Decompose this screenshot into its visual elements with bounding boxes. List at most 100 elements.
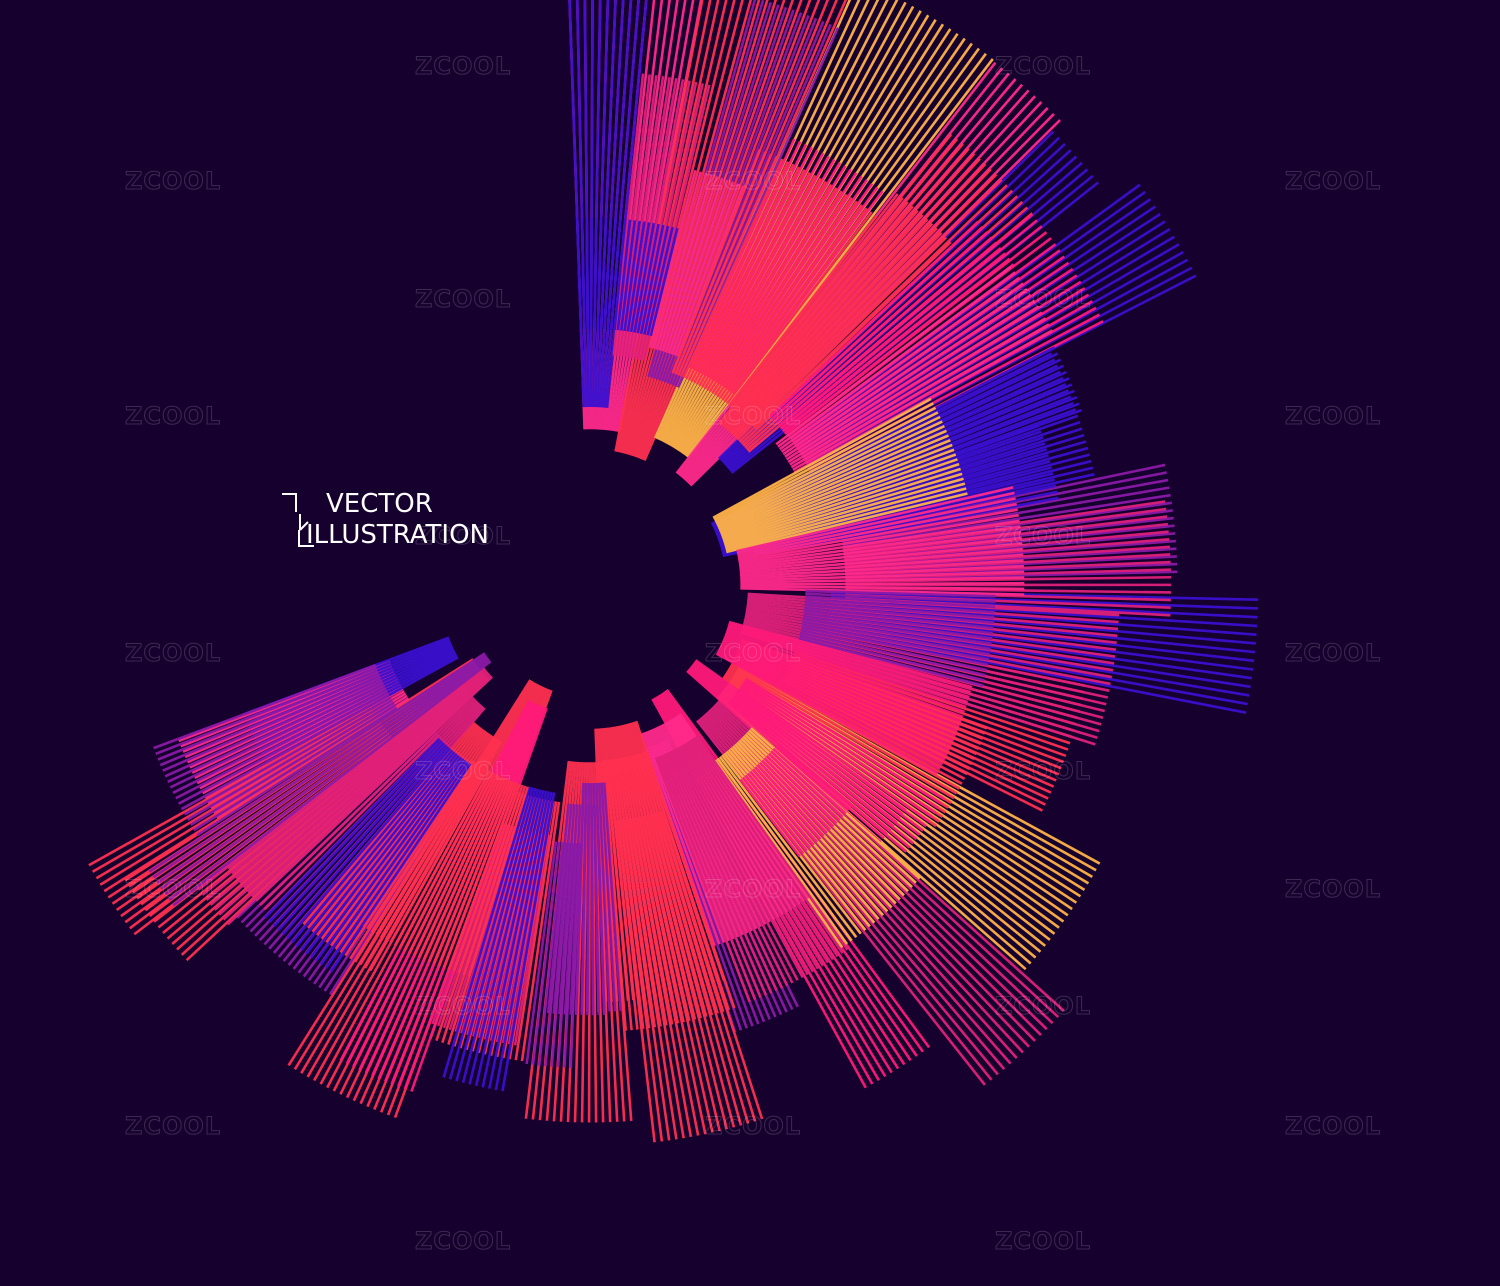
ray [740,585,1025,591]
ray [722,462,960,543]
ray [716,650,941,771]
radial-fan [88,0,1259,1143]
ray [673,183,740,356]
ray [652,171,702,349]
ray [804,606,994,630]
ray [674,151,767,375]
ray [501,792,556,1092]
ray [784,293,1032,458]
ray [408,773,499,954]
ray [427,778,509,963]
watermark: ZCOOL [125,167,221,195]
ray [723,637,958,733]
ray [800,628,987,672]
ray [629,755,697,1020]
ray [583,0,590,408]
ray [398,771,494,949]
ray [713,165,847,382]
ray [607,0,664,431]
ray [316,725,481,937]
ray [580,783,588,1012]
ray [724,633,962,723]
ray [629,222,651,333]
watermark: ZCOOL [415,992,511,1020]
ray [457,784,524,974]
ray [713,193,848,396]
ray [568,0,586,408]
ray [728,186,879,393]
ray [148,652,486,873]
ray [643,225,670,335]
ray [782,288,1028,456]
ray [642,84,711,361]
ray [723,207,868,403]
ray [205,669,488,901]
ray [552,803,573,1014]
ray [745,222,934,421]
ray [732,695,918,841]
ray [598,0,625,408]
ray [213,671,490,911]
ray [731,661,961,790]
ray [754,766,822,840]
ray [803,612,993,640]
ray [468,789,542,1085]
ray [715,411,939,524]
ray [648,170,697,349]
ray [616,758,662,1027]
ray [726,211,873,405]
watermark: ZCOOL [995,992,1091,1020]
ray [88,705,373,867]
ray [695,171,811,385]
ray [455,787,537,1082]
ray [724,472,963,547]
ray [726,628,967,709]
ray [716,757,853,942]
watermark: ZCOOL [1285,1112,1381,1140]
ray [320,727,483,940]
ray [717,425,945,529]
ray [775,236,993,425]
ray [685,741,825,967]
ray [710,162,841,380]
ray [306,722,478,929]
ray [186,699,393,821]
ray [731,197,904,409]
ray [616,0,712,453]
ray [550,842,571,1067]
ray [726,626,969,704]
watermarks: ZCOOL ZCOOL ZCOOL ZCOOL ZCOOL ZCOOL ZCOOL ZCOOL… [125,52,1381,1256]
ray [300,753,458,951]
ray-group [826,589,1259,714]
ray [375,764,482,936]
ray [715,652,939,775]
ray [783,257,1011,435]
ray [667,179,729,354]
ray [672,749,794,984]
ray [432,779,511,965]
ray [596,728,613,1002]
ray [739,530,1022,568]
ray [403,772,496,951]
ray [805,592,996,603]
ray [626,0,761,455]
ray [389,768,489,944]
ray-group [769,220,1015,438]
ray [703,180,827,390]
ray [311,724,479,933]
ray [172,685,386,795]
ray [842,486,1170,544]
ray [436,823,509,1027]
ray [643,751,731,1011]
ray [721,175,863,387]
ray [774,745,850,812]
ray [657,756,757,1001]
watermark: ZCOOL [995,522,1091,550]
ray [765,754,838,825]
ray [674,23,832,387]
ray [531,841,561,1065]
ray [714,759,848,945]
ray [655,172,708,350]
ray [799,634,985,682]
